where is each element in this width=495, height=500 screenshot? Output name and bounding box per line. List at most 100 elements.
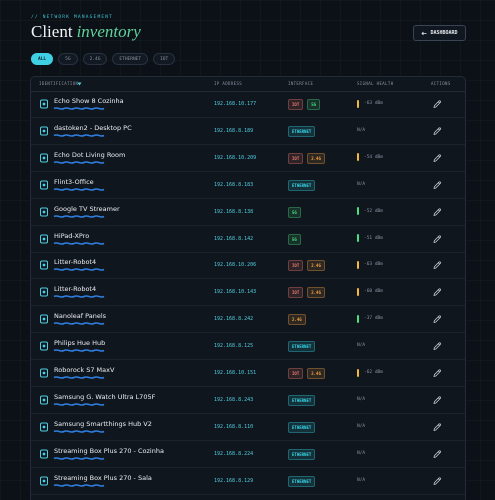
- client-row: Roborock S7 MaxV 192.168.10.151 IOT 2.4G -62…: [31, 360, 465, 387]
- ip-address: 192.168.10.206: [214, 262, 257, 269]
- edit-button[interactable]: [432, 207, 442, 217]
- interface-tag: ETHERNET: [288, 448, 316, 460]
- signal-text: -54 dBm: [364, 154, 383, 160]
- signal-health: N/A: [357, 476, 365, 485]
- ip-address: 192.168.10.209: [214, 154, 257, 161]
- client-name: Google TV Streamer: [54, 204, 120, 213]
- interface-tag: 5G: [288, 233, 301, 245]
- edit-button[interactable]: [432, 287, 442, 297]
- device-icon: [40, 341, 48, 351]
- edit-button[interactable]: [432, 449, 442, 459]
- dashboard-button[interactable]: DASHBOARD: [413, 25, 466, 41]
- filter-tab[interactable]: 5G: [58, 53, 78, 65]
- edit-button[interactable]: [432, 234, 442, 244]
- interface-tag: ETHERNET: [288, 475, 316, 487]
- interface-tags: ETHERNET: [288, 475, 316, 487]
- signal-health: N/A: [357, 126, 365, 135]
- interface-tags: IOT 2.4G: [288, 368, 325, 379]
- interface-tags: IOT 2.4G: [288, 152, 325, 164]
- signal-health: -51 dBm: [357, 234, 383, 243]
- signal-bar: [357, 368, 359, 377]
- client-name: Nanoleaf Panels: [54, 312, 107, 321]
- interface-tags: ETHERNET: [288, 341, 316, 353]
- edit-button[interactable]: [432, 99, 442, 109]
- interface-tag: IOT: [288, 368, 304, 379]
- redacted-mac: [53, 376, 105, 379]
- client-row: Samsung Smartthings Hub V2 192.168.8.110 E…: [31, 414, 465, 441]
- filter-tab[interactable]: ALL: [31, 53, 54, 65]
- interface-tags: 5G: [288, 206, 301, 218]
- column-header: IDENTIFICATION: [39, 81, 79, 86]
- interface-tag: 5G: [288, 206, 301, 218]
- interface-tag: 2.4G: [288, 314, 306, 326]
- signal-health: -63 dBm: [357, 99, 383, 108]
- redacted-mac: [53, 187, 105, 191]
- ip-address: 192.168.10.177: [214, 101, 257, 107]
- device-icon: [40, 395, 48, 405]
- signal-text: -63 dBm: [364, 101, 383, 106]
- device-icon: [40, 422, 48, 432]
- edit-button[interactable]: [432, 153, 442, 163]
- client-row: Streaming Box Plus 270 - Cozinha 192.168.…: [31, 441, 465, 468]
- signal-text: -37 dBm: [364, 316, 383, 322]
- redacted-mac: [53, 134, 105, 137]
- redacted-mac: [53, 322, 105, 326]
- filter-tab[interactable]: IOT: [153, 53, 176, 65]
- redacted-mac: [53, 456, 105, 460]
- interface-tags: 2.4G: [288, 314, 306, 326]
- interface-tag: IOT: [288, 99, 304, 110]
- interface-tag: 2.4G: [307, 152, 325, 164]
- edit-button[interactable]: [432, 126, 442, 136]
- edit-button[interactable]: [432, 422, 442, 432]
- interface-tags: ETHERNET: [288, 125, 316, 137]
- client-row: HiPad-XPro 192.168.8.142 5G -51 dBm: [31, 226, 465, 253]
- signal-health: N/A: [357, 341, 365, 350]
- sort-arrow: [77, 82, 82, 86]
- ip-address: 192.168.8.142: [214, 235, 254, 242]
- client-row: Litter-Robot4 192.168.10.206 IOT 2.4G -63 dB…: [31, 252, 465, 280]
- device-icon: [40, 449, 48, 459]
- device-icon: [40, 476, 48, 486]
- signal-health: N/A: [357, 180, 365, 189]
- signal-bar: [357, 207, 359, 216]
- interface-tag: ETHERNET: [288, 394, 316, 406]
- edit-button[interactable]: [432, 395, 442, 405]
- signal-bar: [357, 314, 359, 323]
- signal-health: -63 dBm: [357, 260, 383, 269]
- ip-address: 192.168.8.129: [214, 477, 254, 484]
- device-icon: [40, 207, 48, 217]
- interface-tags: ETHERNET: [288, 179, 316, 191]
- redacted-mac: [53, 295, 105, 299]
- client-name: Flint3-Office: [54, 177, 94, 186]
- signal-text: N/A: [357, 396, 366, 402]
- title-text: Client: [31, 22, 73, 41]
- interface-tags: ETHERNET: [288, 448, 316, 460]
- client-name: Philips Hue Hub: [54, 339, 106, 348]
- client-name: Litter-Robot4: [54, 258, 97, 267]
- edit-button[interactable]: [432, 476, 442, 486]
- edit-button[interactable]: [432, 368, 442, 378]
- interface-tags: 5G: [288, 233, 301, 245]
- client-name: Litter-Robot4: [54, 285, 97, 294]
- redacted-mac: [53, 268, 105, 272]
- signal-bar: [357, 153, 359, 162]
- interface-tag: IOT: [288, 152, 304, 164]
- client-row: Nanoleaf Panels 192.168.8.242 2.4G -37 dBm: [31, 306, 465, 334]
- client-name: Echo Dot Living Room: [54, 150, 126, 159]
- edit-button[interactable]: [432, 341, 442, 351]
- edit-button[interactable]: [432, 180, 442, 190]
- filter-tab[interactable]: 2.4G: [82, 53, 108, 65]
- signal-text: N/A: [357, 477, 366, 483]
- client-row: dastoken2 - Desktop PC 192.168.8.189 ETHER…: [31, 118, 465, 145]
- redacted-mac: [53, 160, 105, 164]
- signal-health: -62 dBm: [357, 368, 383, 377]
- edit-button[interactable]: [432, 260, 442, 270]
- edit-button[interactable]: [432, 314, 442, 324]
- signal-text: -63 dBm: [364, 262, 383, 268]
- filter-tab[interactable]: ETHERNET: [112, 53, 149, 65]
- device-icon: [40, 314, 48, 324]
- filter-tabs: ALL 5G 2.4G ETHERNET IOT: [31, 53, 176, 65]
- client-table: IDENTIFICATION IP ADDRESS INTERFACE SIGNAL …: [30, 76, 466, 500]
- signal-health: -54 dBm: [357, 153, 383, 162]
